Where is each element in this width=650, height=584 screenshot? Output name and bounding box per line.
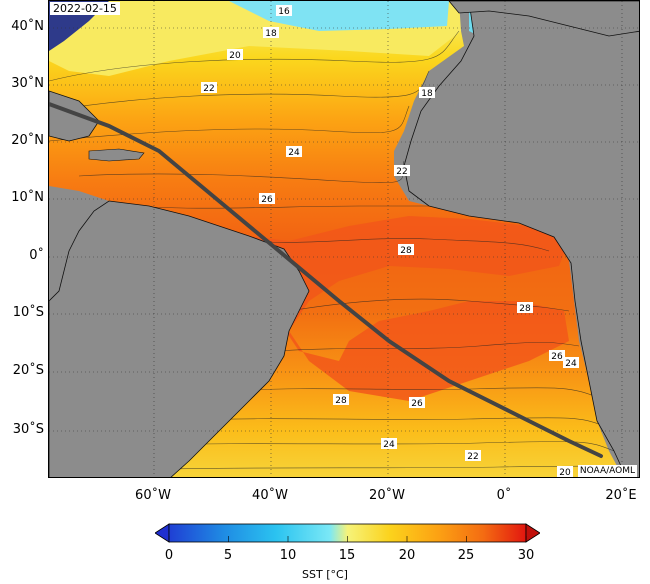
colorbar-ticks [168, 536, 527, 542]
lon-label: 60˚W [135, 488, 171, 503]
colorbar-min-arrow [155, 523, 170, 543]
sst-map: 16 18 20 22 18 24 22 26 28 28 26 24 28 2… [48, 0, 640, 478]
contour-label: 24 [286, 146, 302, 158]
lat-label: 30˚N [11, 76, 44, 91]
svg-text:26: 26 [411, 399, 423, 409]
equatorial-warm-band [209, 216, 569, 401]
svg-text:16: 16 [278, 7, 290, 17]
map-canvas: 16 18 20 22 18 24 22 26 28 28 26 24 28 2… [49, 1, 639, 478]
svg-text:28: 28 [519, 304, 531, 314]
svg-text:24: 24 [383, 440, 395, 450]
contour-label: 26 [259, 193, 275, 205]
graticule [49, 1, 639, 477]
svg-text:28: 28 [335, 396, 347, 406]
svg-text:20: 20 [229, 51, 241, 61]
contour-label: 22 [201, 82, 217, 94]
contour-label: 24 [563, 357, 579, 369]
svg-text:26: 26 [551, 352, 563, 362]
contour-label: 26 [409, 397, 425, 409]
lat-label: 0˚ [29, 248, 44, 263]
colorbar-tick-label: 30 [517, 548, 535, 563]
svg-text:18: 18 [421, 89, 433, 99]
svg-text:24: 24 [565, 359, 577, 369]
lat-label: 30˚S [12, 422, 44, 437]
colorbar-tick-label: 0 [164, 548, 174, 563]
contour-label: 22 [465, 450, 481, 462]
contour-label: 28 [333, 394, 349, 406]
lat-label: 40˚N [11, 19, 44, 34]
colorbar-title: SST [°C] [302, 568, 348, 581]
lon-label: 0˚ [496, 488, 512, 503]
colorbar-tick-label: 25 [457, 548, 475, 563]
svg-text:22: 22 [396, 167, 407, 177]
lon-label: 40˚W [252, 488, 288, 503]
contour-label: 20 [557, 466, 573, 478]
svg-text:22: 22 [467, 452, 478, 462]
colorbar-max-arrow [525, 523, 540, 543]
contour-label: 24 [381, 438, 397, 450]
svg-text:20: 20 [559, 468, 571, 478]
contour-label: 16 [276, 5, 292, 17]
contour-label-group: 16 18 20 22 18 24 22 26 28 28 26 24 28 2… [201, 5, 579, 478]
contour-label: 18 [263, 27, 279, 39]
colorbar-tick-label: 10 [279, 548, 297, 563]
colorbar [155, 523, 540, 543]
contour-label: 22 [394, 165, 410, 177]
lat-label: 10˚N [11, 190, 44, 205]
lat-label: 20˚N [11, 133, 44, 148]
svg-text:18: 18 [265, 29, 277, 39]
colorbar-tick-label: 5 [223, 548, 233, 563]
contour-label: 28 [517, 302, 533, 314]
lon-label: 20˚E [605, 488, 637, 503]
south-america [49, 200, 310, 477]
contour-label: 26 [549, 350, 565, 362]
colorbar-tick-label: 20 [398, 548, 416, 563]
lat-label: 10˚S [12, 305, 44, 320]
contour-label: 18 [419, 87, 435, 99]
contour-label: 28 [398, 244, 414, 256]
lon-label: 20˚W [369, 488, 405, 503]
contour-label: 20 [227, 49, 243, 61]
svg-text:26: 26 [261, 195, 273, 205]
svg-text:22: 22 [203, 84, 214, 94]
credit-label: NOAA/AOML [577, 465, 637, 477]
lat-label: 20˚S [12, 363, 44, 378]
ship-track [49, 102, 603, 458]
colorbar-tick-label: 15 [338, 548, 356, 563]
svg-text:24: 24 [288, 148, 300, 158]
north-america [49, 90, 100, 142]
svg-text:28: 28 [400, 246, 412, 256]
date-label: 2022-02-15 [50, 2, 120, 15]
europe [448, 1, 639, 37]
caribbean-islands [88, 148, 145, 162]
